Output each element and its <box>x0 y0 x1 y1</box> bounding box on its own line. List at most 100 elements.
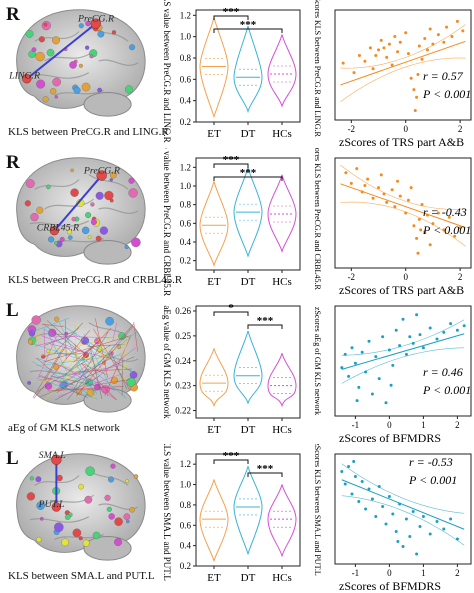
brain-render: SMA.L PUT.L <box>16 450 146 561</box>
brain-gyrus <box>44 50 95 62</box>
data-point <box>450 35 454 39</box>
data-point <box>391 512 395 516</box>
network-edge <box>53 362 116 391</box>
brain-node <box>78 23 84 29</box>
y-tick-label: 0.23 <box>175 381 191 391</box>
data-point <box>406 52 410 56</box>
regression-line <box>341 333 465 370</box>
sig-bracket <box>213 176 283 181</box>
network-edge <box>90 347 103 400</box>
scatter-y-label: zScores KLS between PreCG.R and CRBL45.R <box>313 148 322 290</box>
data-point <box>436 33 440 37</box>
brain-render <box>16 305 146 413</box>
group-label: ET <box>207 572 221 584</box>
brain-gyrus <box>98 503 139 510</box>
network-edge <box>74 324 78 379</box>
network-edge <box>38 375 74 386</box>
violin-DT <box>233 466 263 556</box>
brain-gyrus <box>29 220 90 227</box>
data-point <box>442 330 446 334</box>
sig-stars: *** <box>240 167 257 179</box>
brain-silhouette <box>16 9 146 112</box>
regression-line <box>340 40 466 86</box>
scatter-y-label: zScores KLS between PreCG.R and LING.R <box>313 0 322 138</box>
confidence-band <box>341 347 465 384</box>
data-point <box>377 485 381 488</box>
group-label: ET <box>207 424 221 436</box>
hemisphere-label: R <box>6 4 20 25</box>
network-edge <box>106 393 108 397</box>
network-edge <box>40 356 135 398</box>
data-point <box>367 487 371 491</box>
x-tick-label: -2 <box>348 272 356 282</box>
violin-plot: 0.2 0.4 0.6 0.8 1.0 1.2 KLS value between SMA.… <box>162 444 301 584</box>
y-tick-label: 0.25 <box>175 331 191 341</box>
group-label: DT <box>241 276 256 288</box>
network-edge <box>88 345 109 373</box>
data-point <box>374 515 378 518</box>
y-tick-label: 0.4 <box>180 541 192 551</box>
data-point <box>455 328 459 332</box>
brain-node <box>31 47 37 53</box>
y-tick-label: 0.6 <box>180 218 192 228</box>
brain-node <box>54 241 58 245</box>
brain-node <box>54 522 64 532</box>
data-point <box>415 236 419 240</box>
brain-node <box>42 96 49 103</box>
brain-node <box>85 45 90 50</box>
x-tick-label: 0 <box>403 272 408 282</box>
violin-plot: 0.2 0.4 0.6 0.8 1.0 1.2 KLS value between PreC… <box>162 0 301 143</box>
brain-node <box>105 316 114 326</box>
data-point <box>381 505 385 508</box>
data-point <box>347 374 351 378</box>
brain-gyrus <box>29 516 90 523</box>
network-edge <box>53 353 135 363</box>
network-edge <box>66 388 88 398</box>
network-edge <box>44 345 67 382</box>
network-edge <box>69 324 87 329</box>
network-edge <box>64 319 67 359</box>
data-point <box>421 515 425 518</box>
data-point <box>341 61 345 65</box>
data-point <box>404 517 408 521</box>
data-point <box>431 222 435 226</box>
data-point <box>423 36 427 40</box>
data-point <box>387 495 391 498</box>
sig-stars: *** <box>223 450 240 462</box>
data-point <box>449 322 453 326</box>
brain-node <box>27 339 34 345</box>
x-tick-label: 2 <box>455 568 460 578</box>
brain-node <box>108 476 115 483</box>
network-edge <box>43 327 127 399</box>
brain-node <box>99 226 108 235</box>
brain-node <box>126 377 136 387</box>
brain-node <box>36 501 45 510</box>
data-point <box>442 228 446 232</box>
data-point <box>428 243 432 247</box>
scatter-y-label: zScores KLS between SMA.L and PUT.L <box>313 444 322 576</box>
roi-label: PreCG.R <box>77 14 114 25</box>
brain-caption: KLS between PreCG.R and CRBL45.R <box>8 274 183 286</box>
brain-node <box>25 29 34 38</box>
brain-node <box>52 77 61 87</box>
network-edge <box>38 336 57 378</box>
y-tick-label: 0.22 <box>175 406 191 416</box>
scatter-frame <box>334 453 472 565</box>
data-point <box>421 346 425 350</box>
data-point <box>350 346 354 350</box>
sig-bracket <box>213 28 283 33</box>
data-point <box>379 38 383 42</box>
data-point <box>352 460 356 463</box>
data-point <box>415 552 419 556</box>
brain-node <box>68 235 73 240</box>
figure-row-2: PreCG.R CRBL45.R R KLS between PreCG.R and … <box>0 148 474 296</box>
brain-node <box>125 479 129 483</box>
x-tick-label: 2 <box>458 124 463 134</box>
data-point <box>357 54 361 58</box>
brain-node <box>108 513 115 520</box>
data-point <box>374 54 378 58</box>
roi-node-2 <box>51 502 62 512</box>
group-label: ET <box>207 128 221 140</box>
brain-node <box>36 206 44 214</box>
network-edge <box>41 335 87 354</box>
